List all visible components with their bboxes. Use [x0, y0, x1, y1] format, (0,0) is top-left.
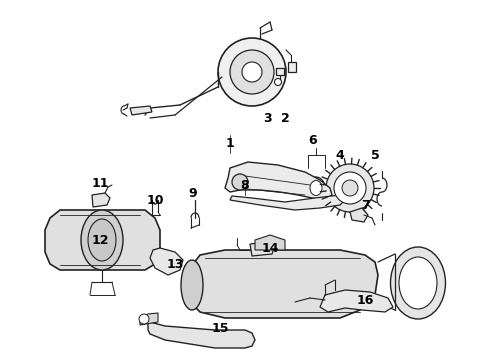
Text: 2: 2	[281, 112, 290, 125]
Circle shape	[274, 78, 281, 86]
Polygon shape	[150, 248, 183, 275]
Text: 15: 15	[211, 321, 229, 334]
Circle shape	[242, 62, 262, 82]
Text: 10: 10	[146, 194, 164, 207]
Ellipse shape	[399, 257, 437, 309]
Polygon shape	[288, 62, 296, 72]
Polygon shape	[92, 193, 110, 207]
Polygon shape	[350, 208, 368, 222]
Circle shape	[232, 174, 248, 190]
Text: 16: 16	[356, 293, 374, 306]
Polygon shape	[255, 235, 285, 250]
Text: 14: 14	[261, 242, 279, 255]
Text: 4: 4	[336, 149, 344, 162]
Circle shape	[326, 164, 374, 212]
Circle shape	[334, 172, 366, 204]
Polygon shape	[230, 195, 345, 210]
Text: 6: 6	[309, 134, 318, 147]
Polygon shape	[276, 68, 284, 75]
Polygon shape	[140, 313, 158, 325]
Ellipse shape	[307, 177, 325, 199]
Ellipse shape	[310, 180, 322, 195]
Polygon shape	[320, 290, 393, 312]
Text: 9: 9	[189, 186, 197, 199]
Circle shape	[139, 314, 149, 324]
Ellipse shape	[181, 260, 203, 310]
Ellipse shape	[88, 219, 116, 261]
Text: 5: 5	[370, 149, 379, 162]
Text: 11: 11	[91, 176, 109, 189]
Circle shape	[218, 38, 286, 106]
Text: 13: 13	[166, 258, 184, 271]
Circle shape	[230, 50, 274, 94]
Polygon shape	[190, 250, 378, 318]
Text: 7: 7	[361, 198, 369, 212]
Circle shape	[342, 180, 358, 196]
Text: 12: 12	[91, 234, 109, 247]
Polygon shape	[130, 106, 152, 115]
Text: 3: 3	[264, 112, 272, 125]
Polygon shape	[225, 162, 332, 200]
Text: 8: 8	[241, 179, 249, 192]
Polygon shape	[45, 210, 160, 270]
Polygon shape	[250, 242, 274, 256]
Polygon shape	[148, 318, 255, 348]
Text: 1: 1	[225, 136, 234, 149]
Ellipse shape	[391, 247, 445, 319]
Ellipse shape	[81, 210, 123, 270]
